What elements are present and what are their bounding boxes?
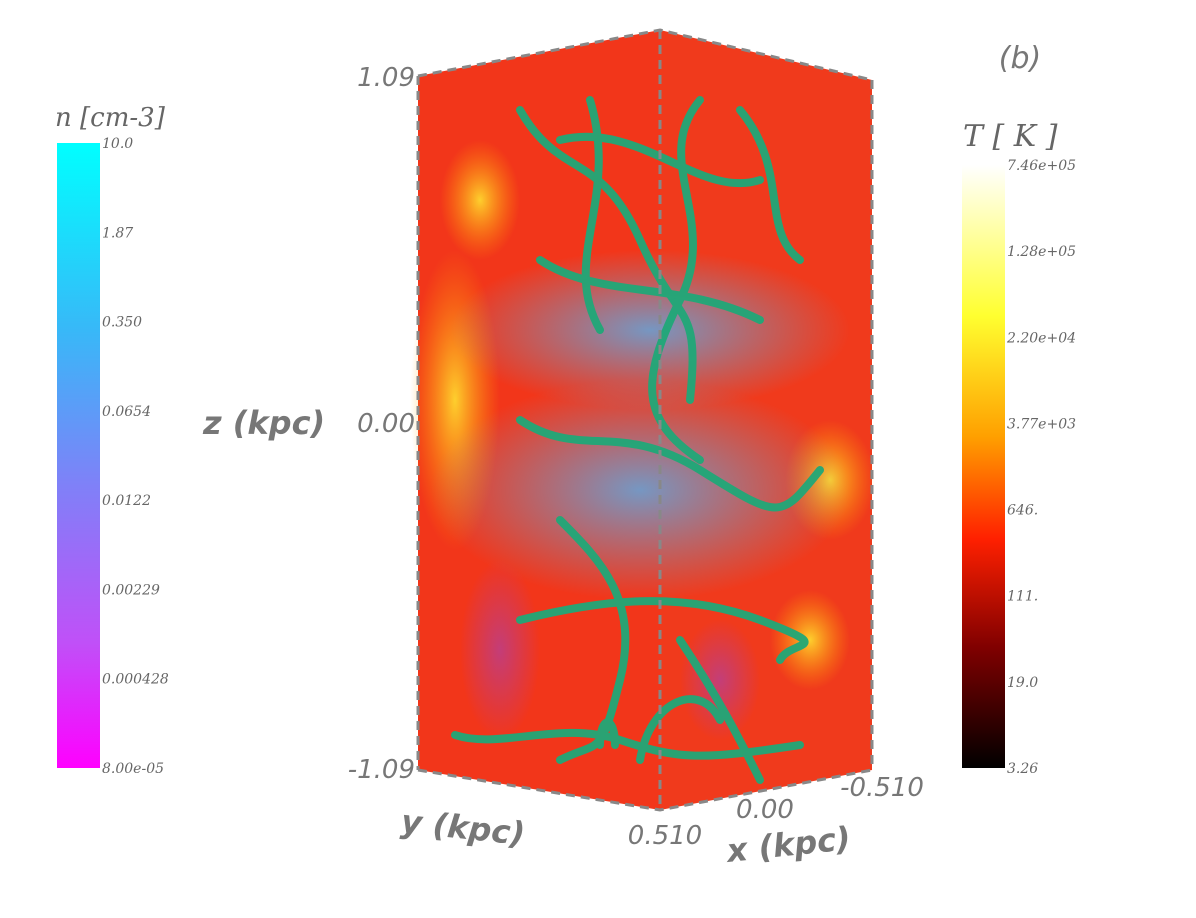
colorbar-tick-label: 3.77e+03 (1007, 416, 1076, 432)
colorbar-tick-label: 8.00e-05 (102, 761, 164, 777)
x-tick-label: 0.00 (736, 795, 794, 825)
z-tick-label: 0.00 (357, 409, 415, 439)
density-colorbar: n [cm-3] 10.0 1.87 0.350 0.0654 0.0122 0.0022… (55, 103, 169, 777)
colorbar-tick-label: 19.0 (1007, 675, 1038, 691)
panel-label: (b) (999, 41, 1041, 76)
colorbar-tick-label: 0.00229 (102, 582, 160, 598)
colorbar-tick-label: 646. (1007, 503, 1038, 519)
colorbar (962, 165, 1005, 768)
colorbar-title: n [cm-3] (55, 103, 166, 133)
colorbar-tick-label: 0.0654 (102, 404, 151, 420)
x-tick-label: 0.510 (628, 821, 702, 851)
colorbar-tick-label: 111. (1007, 589, 1038, 605)
z-axis-label: z (kpc) (202, 404, 325, 442)
volume-render (410, 28, 875, 812)
x-axis-label: x (kpc) (723, 819, 852, 870)
colorbar-tick-label: 0.350 (102, 315, 142, 331)
colorbar-title: T [ K ] (963, 119, 1058, 154)
colorbar-tick-label: 0.0122 (102, 493, 151, 509)
colorbar-tick-label: 2.20e+04 (1006, 330, 1076, 346)
colorbar-tick-label: 3.26 (1007, 761, 1038, 777)
colorbar (57, 143, 100, 768)
colorbar-tick-label: 0.000428 (102, 672, 169, 688)
temperature-colorbar: T [ K ] 7.46e+05 1.28e+05 2.20e+04 3.77e+03… (962, 119, 1076, 777)
x-tick-label: -0.510 (840, 773, 924, 803)
y-axis-label: y (kpc) (399, 802, 527, 853)
colorbar-tick-label: 1.28e+05 (1007, 244, 1076, 260)
colorbar-tick-label: 7.46e+05 (1007, 158, 1076, 174)
colorbar-tick-label: 1.87 (102, 225, 133, 241)
z-tick-label: -1.09 (348, 755, 415, 785)
z-tick-label: 1.09 (357, 63, 415, 93)
colorbar-tick-label: 10.0 (102, 136, 133, 152)
